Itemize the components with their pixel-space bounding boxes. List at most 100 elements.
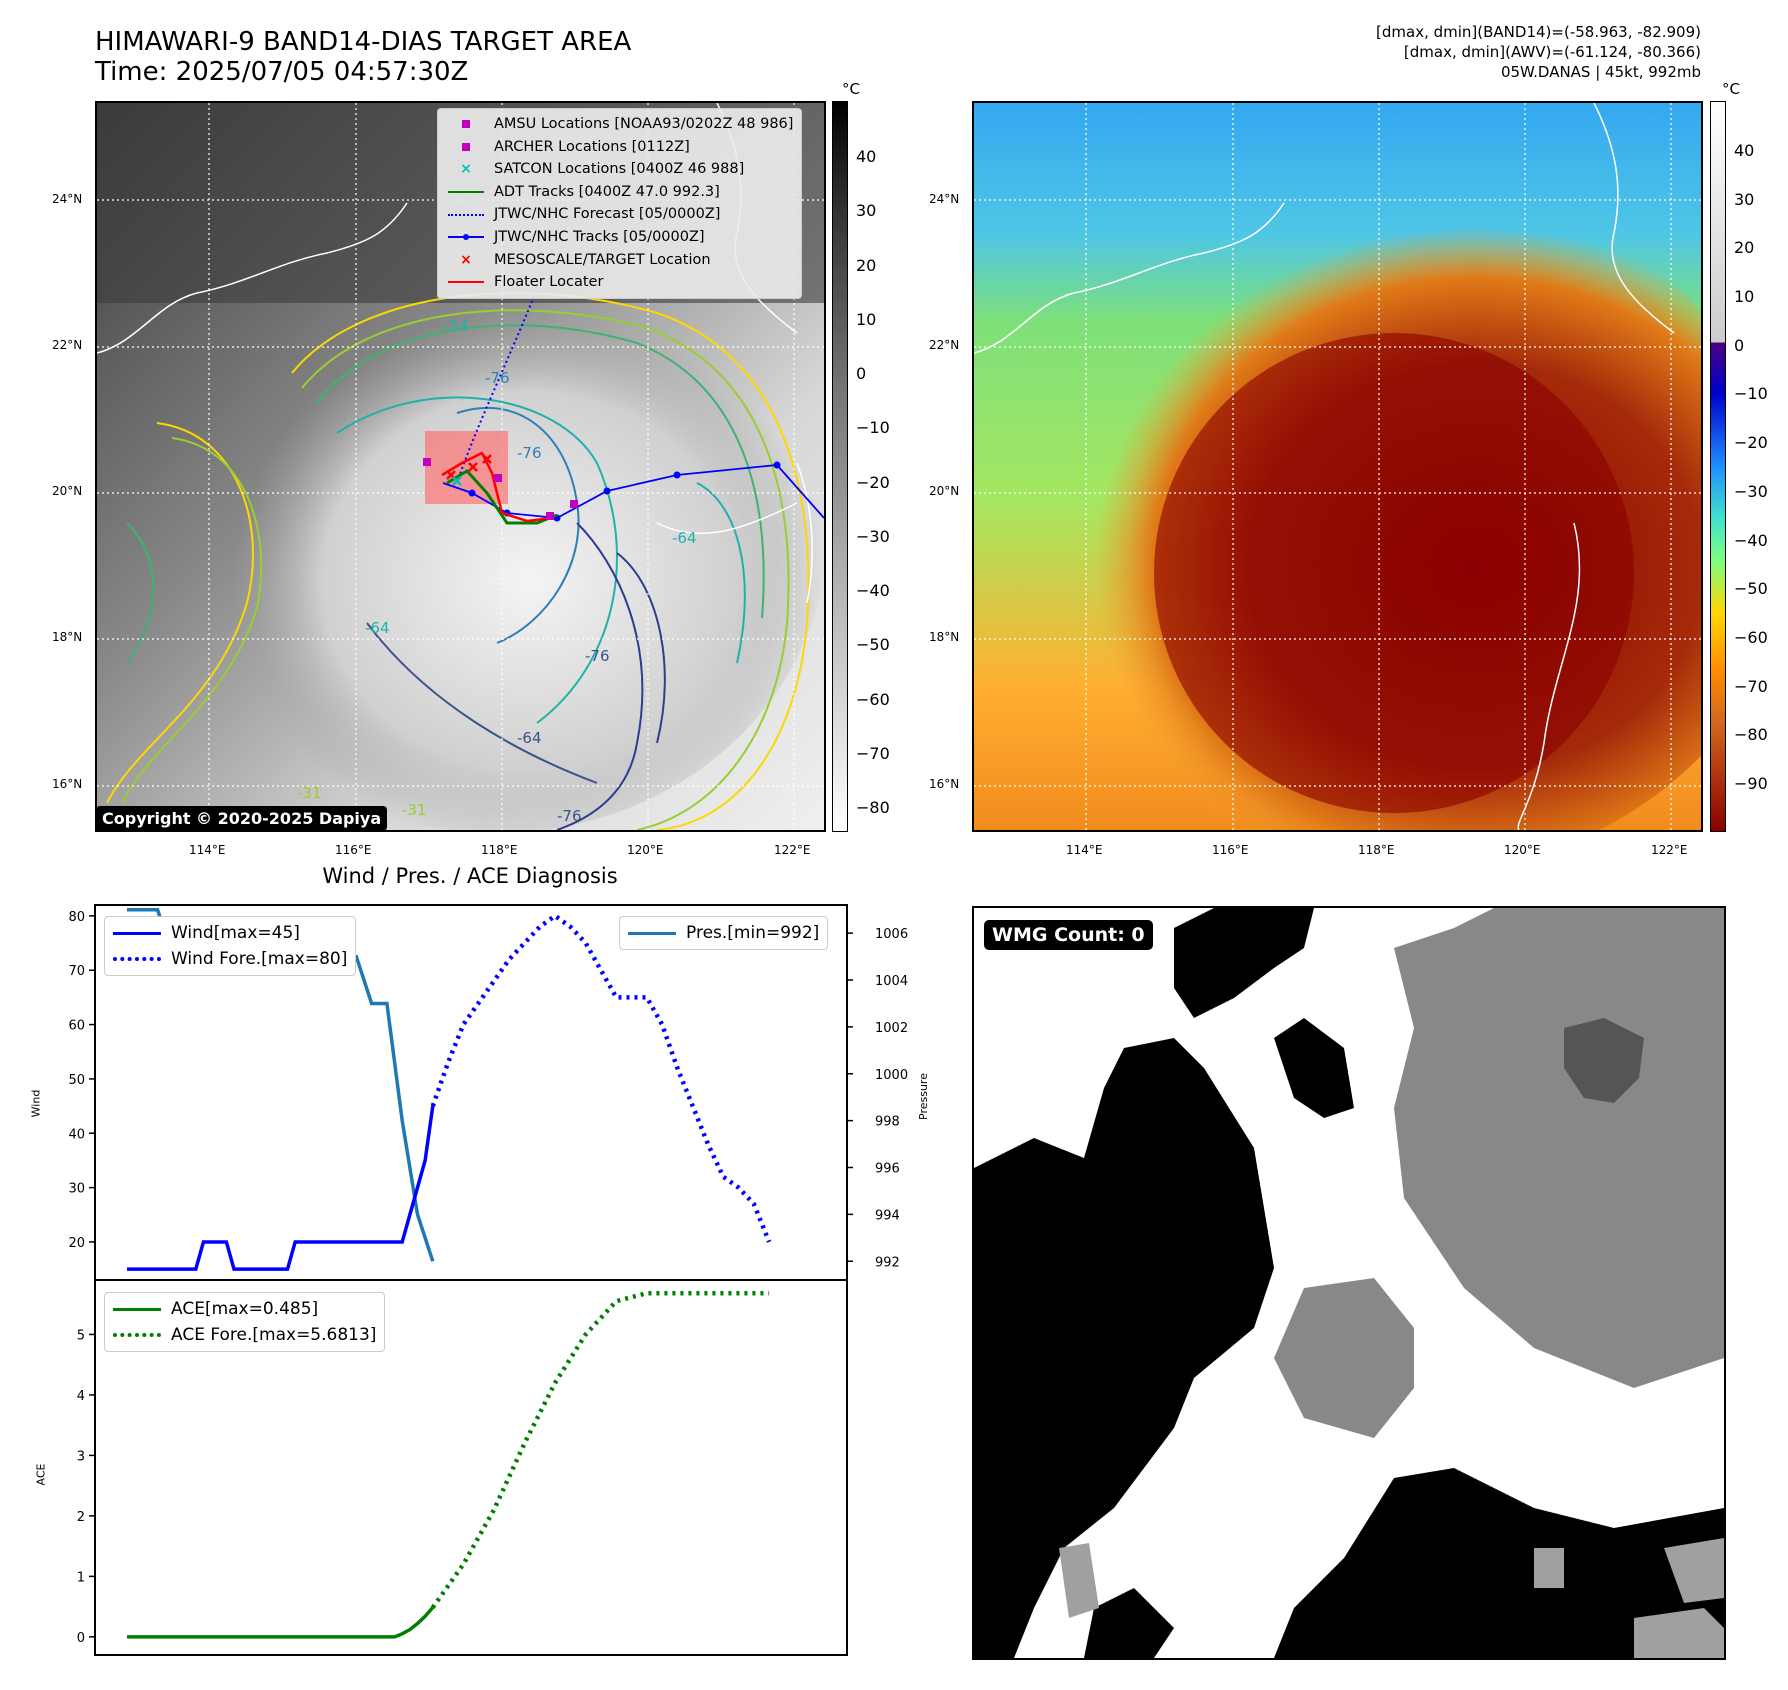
lat-label: 18°N [52, 630, 83, 644]
lon-label: 116°E [1212, 843, 1249, 857]
lon-label: 120°E [1504, 843, 1541, 857]
right-map-svg [974, 103, 1701, 830]
right-colorbar-unit: °C [1722, 80, 1740, 98]
pres-tick-label: 1000 [875, 1068, 908, 1083]
lon-label: 122°E [1651, 843, 1688, 857]
legend-label: Floater Locater [494, 274, 604, 291]
colorbar-tick: −80 [1734, 725, 1768, 745]
legend-label: JTWC/NHC Forecast [05/0000Z] [494, 206, 721, 223]
contour-label: -64 [365, 619, 390, 637]
wind-tick-label: 60 [68, 1019, 85, 1034]
info-band14: [dmax, dmin](BAND14)=(-58.963, -82.909) [1376, 23, 1701, 41]
legend-tracks: JTWC/NHC Tracks [05/0000Z] [446, 226, 793, 249]
wind-legend: Wind[max=45] Wind Fore.[max=80] [104, 916, 357, 976]
pres-tick-label: 996 [875, 1162, 900, 1177]
pres-tick-label: 1006 [875, 927, 908, 942]
contour-label: -64 [517, 729, 542, 747]
legend-archer: ARCHER Locations [0112Z] [446, 136, 793, 159]
ace-forecast-line [430, 1290, 770, 1609]
copyright-badge: Copyright © 2020-2025 Dapiya [97, 806, 388, 830]
contour-label: -76 [557, 807, 582, 825]
legend-label: SATCON Locations [0400Z 46 988] [494, 161, 745, 178]
satcon-markers [452, 476, 462, 486]
lat-label: 16°N [929, 777, 960, 791]
info-storm: 05W.DANAS | 45kt, 992mb [1500, 63, 1701, 81]
legend-label: ADT Tracks [0400Z 47.0 992.3] [494, 183, 720, 200]
pres-tick-label: 992 [875, 1255, 900, 1270]
cloud-mass [167, 233, 824, 830]
contour-label: -54 [444, 317, 469, 335]
lon-label: 118°E [1358, 843, 1395, 857]
wind-tick-label: 30 [68, 1182, 85, 1197]
colorbar-tick: −40 [1734, 530, 1768, 550]
contour-label: -64 [672, 529, 697, 547]
legend-target: × MESOSCALE/TARGET Location [446, 249, 793, 272]
wmg-gray-regions [1274, 908, 1724, 1438]
lat-label: 18°N [929, 630, 960, 644]
left-colorbar-unit: °C [842, 80, 860, 98]
legend-satcon: × SATCON Locations [0400Z 46 988] [446, 158, 793, 181]
legend-label: MESOSCALE/TARGET Location [494, 251, 711, 268]
colorbar-tick: 10 [1734, 287, 1755, 307]
contour-label: -76 [517, 444, 542, 462]
legend-label: ACE[max=0.485] [171, 1299, 319, 1319]
colorbar-tick: 30 [856, 201, 877, 221]
ace-line [127, 1606, 435, 1639]
legend-amsu: AMSU Locations [NOAA93/0202Z 48 986] [446, 113, 793, 136]
wmg-count-badge: WMG Count: 0 [984, 920, 1153, 950]
amsu-markers [423, 458, 578, 520]
colorbar-tick: 20 [856, 255, 877, 275]
legend-label: Pres.[min=992] [686, 923, 820, 943]
wind-tick-label: 50 [68, 1073, 85, 1088]
lat-label: 20°N [52, 484, 83, 498]
colorbar-tick: −10 [1734, 384, 1768, 404]
wind-tick-label: 80 [68, 910, 85, 925]
wind-forecast-line [430, 913, 772, 1243]
legend-label: ARCHER Locations [0112Z] [494, 138, 690, 155]
lon-label: 120°E [627, 843, 664, 857]
colorbar-tick: −20 [856, 472, 890, 492]
colorbar-tick: 10 [856, 309, 877, 329]
lon-label: 114°E [1066, 843, 1103, 857]
colorbar-tick: −30 [1734, 481, 1768, 501]
colorbar-tick: −70 [856, 743, 890, 763]
colorbar-tick: 0 [1734, 335, 1745, 355]
contour-label: -31 [402, 801, 427, 819]
chart-time: Time: 2025/07/05 04:57:30Z [95, 57, 469, 87]
legend-pres: Pres.[min=992] [628, 920, 819, 946]
legend-label: Wind Fore.[max=80] [171, 949, 348, 969]
lat-label: 24°N [52, 192, 83, 206]
colorbar-tick: −80 [856, 798, 890, 817]
legend-label: Wind[max=45] [171, 923, 300, 943]
lon-label: 118°E [481, 843, 518, 857]
ace-tick-label: 0 [77, 1631, 85, 1646]
wmg-svg [974, 908, 1724, 1658]
legend-wind-fore: Wind Fore.[max=80] [113, 946, 347, 972]
coastlines [974, 103, 1675, 830]
right-colorbar [1710, 101, 1726, 832]
legend-label: JTWC/NHC Tracks [05/0000Z] [494, 228, 705, 245]
lat-label: 22°N [52, 338, 83, 352]
colorbar-tick: −70 [1734, 676, 1768, 696]
legend-label: ACE Fore.[max=5.6813] [171, 1325, 377, 1345]
colorbar-tick: −50 [856, 635, 890, 655]
contour-label: -76 [485, 369, 510, 387]
ace-tick-label: 5 [77, 1328, 85, 1343]
left-colorbar [832, 101, 848, 832]
lat-label: 16°N [52, 777, 83, 791]
lat-label: 24°N [929, 192, 960, 206]
wind-line [127, 1105, 435, 1271]
colorbar-tick: −20 [1734, 433, 1768, 453]
info-awv: [dmax, dmin](AWV)=(-61.124, -80.366) [1403, 43, 1701, 61]
colorbar-tick: 40 [1734, 141, 1755, 160]
contour-label: -76 [585, 647, 610, 665]
colorbar-tick: −50 [1734, 579, 1768, 599]
ace-tick-label: 1 [77, 1570, 85, 1585]
colorbar-tick: 20 [1734, 238, 1755, 258]
colorbar-tick: −60 [856, 689, 890, 709]
wind-tick-label: 20 [68, 1236, 85, 1251]
contour-lines [106, 292, 810, 830]
legend-forecast: JTWC/NHC Forecast [05/0000Z] [446, 203, 793, 226]
colorbar-tick: −40 [856, 581, 890, 600]
pres-legend: Pres.[min=992] [619, 916, 829, 950]
